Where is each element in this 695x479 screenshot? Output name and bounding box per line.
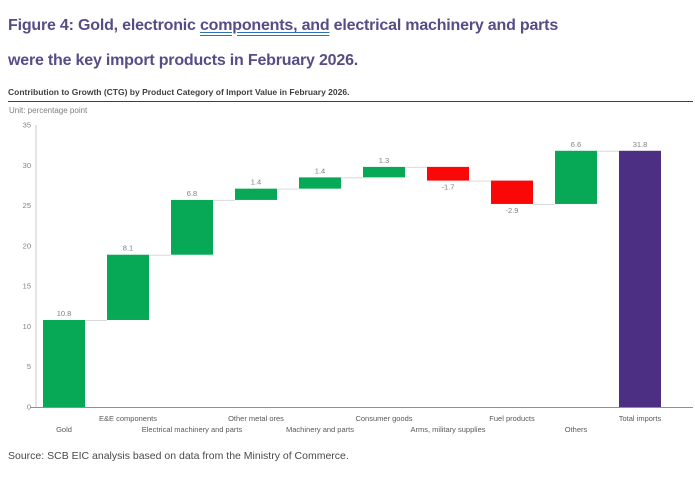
bar-value-label-consumer-goods: 1.3 [379, 156, 389, 165]
x-axis-label-others: Others [565, 425, 588, 434]
bar-value-label-electrical-machinery-and-parts: 6.8 [187, 189, 197, 198]
figure-title-underlined-text: components, and [199, 17, 330, 34]
unit-label: Unit: percentage point [9, 106, 88, 115]
bar-consumer-goods [363, 166, 405, 178]
bar-arms-military-supplies [427, 166, 469, 181]
y-tick-label-15: 15 [23, 282, 31, 291]
bar-total-imports [619, 150, 661, 408]
x-axis-label-other-metal-ores: Other metal ores [228, 414, 284, 423]
y-tick-label-25: 25 [23, 201, 31, 210]
bar-value-label-total-imports: 31.8 [633, 140, 648, 149]
source-note: Source: SCB EIC analysis based on data f… [8, 450, 349, 462]
bar-e-e-components [107, 254, 149, 320]
bar-value-label-arms-military-supplies: -1.7 [442, 183, 455, 192]
x-axis-label-electrical-machinery-and-parts: Electrical machinery and parts [142, 425, 243, 434]
figure-title-text: Figure 4: Gold, electronic [8, 17, 200, 34]
x-axis-label-consumer-goods: Consumer goods [355, 414, 412, 423]
y-tick-label-10: 10 [23, 322, 31, 331]
bar-value-label-other-metal-ores: 1.4 [251, 178, 261, 187]
bar-machinery-and-parts [299, 177, 341, 189]
waterfall-chart-svg: 0 5 10 15 20 25 30 35 10.8 Gold 8.1 E&E components 6… [23, 121, 693, 434]
figure-title-text-cont: electrical machinery and parts [329, 17, 559, 34]
bar-value-label-machinery-and-parts: 1.4 [315, 166, 325, 175]
x-axis-label-machinery-and-parts: Machinery and parts [286, 425, 354, 434]
chart-subtitle: Contribution to Growth (CTG) by Product … [8, 87, 693, 102]
x-axis-label-gold: Gold [56, 425, 72, 434]
bar-value-label-e-e-components: 8.1 [123, 244, 133, 253]
bar-value-label-others: 6.6 [571, 140, 581, 149]
x-axis-label-e-e-components: E&E components [99, 414, 157, 423]
figure-title-line2: were the key import products in February… [8, 52, 359, 69]
bar-gold [43, 319, 85, 407]
bar-value-label-gold: 10.8 [57, 309, 72, 318]
x-axis-label-arms-military-supplies: Arms, military supplies [410, 425, 485, 434]
bar-other-metal-ores [235, 188, 277, 200]
y-tick-label-5: 5 [27, 362, 31, 371]
figure-title-line1: Figure 4: Gold, electronic components, a… [8, 8, 689, 43]
waterfall-chart: 0 5 10 15 20 25 30 35 10.8 Gold 8.1 E&E components 6… [0, 117, 695, 444]
figure-title: Figure 4: Gold, electronic components, a… [0, 0, 695, 78]
x-axis-label-fuel-products: Fuel products [489, 414, 535, 423]
bar-fuel-products [491, 180, 533, 204]
y-tick-label-35: 35 [23, 121, 31, 130]
bar-others [555, 150, 597, 204]
bar-value-label-fuel-products: -2.9 [506, 206, 519, 215]
y-tick-label-30: 30 [23, 161, 31, 170]
bar-electrical-machinery-and-parts [171, 199, 213, 255]
y-tick-label-20: 20 [23, 241, 31, 250]
x-axis-label-total-imports: Total imports [619, 414, 662, 423]
y-tick-label-0: 0 [27, 403, 31, 412]
